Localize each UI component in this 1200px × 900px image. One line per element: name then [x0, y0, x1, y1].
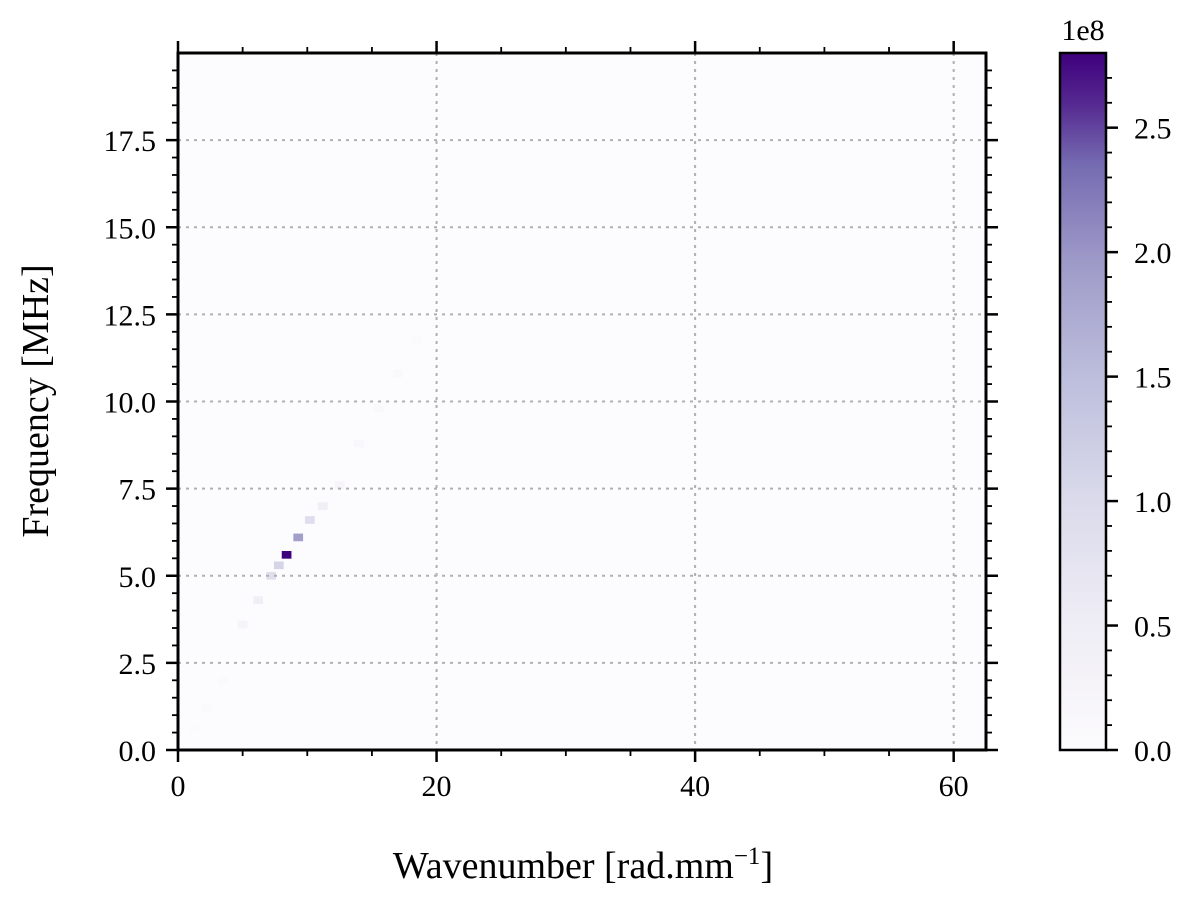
- heatmap-cell-6: [273, 561, 284, 570]
- heatmap-cell-10: [317, 502, 328, 510]
- colorbar-tick-label-1: 0.5: [1134, 611, 1172, 644]
- heatmap-cell-4: [253, 596, 264, 604]
- heatmap-cell-0: [188, 725, 199, 733]
- x-tick-label-0: 0: [171, 770, 186, 803]
- heatmap-cell-12: [354, 439, 364, 448]
- x-tick-label-2: 40: [680, 770, 710, 803]
- colorbar-tick-label-3: 1.5: [1134, 362, 1172, 395]
- colorbar-tick-label-5: 2.5: [1134, 113, 1172, 146]
- heatmap-cell-13: [373, 404, 384, 413]
- y-tick-label-7: 17.5: [104, 125, 157, 158]
- y-tick-label-4: 10.0: [104, 387, 157, 420]
- x-axis-title: Wavenumber [rad.mm−1]: [393, 843, 773, 887]
- y-tick-label-5: 12.5: [104, 299, 157, 332]
- x-axis-title-main: Wavenumber [rad.mm: [393, 845, 734, 887]
- heatmap-cell-16: [425, 317, 435, 326]
- heatmap-cell-1: [201, 704, 212, 713]
- heatmap-cell-5: [266, 571, 276, 580]
- y-tick-label-0: 0.0: [119, 735, 157, 768]
- colorbar-tick-label-2: 1.0: [1134, 486, 1172, 519]
- y-tick-label-1: 2.5: [119, 648, 157, 681]
- heatmap-cell-14: [392, 369, 403, 378]
- grid-lines: [178, 53, 986, 750]
- heatmap-cell-7: [281, 551, 292, 559]
- x-tick-label-3: 60: [939, 770, 969, 803]
- y-ticks: 0.0 2.5 5.0 7.5 10.0 12.5 15.0 17.5: [104, 69, 998, 768]
- heatmap-cell-8: [293, 533, 304, 542]
- x-tick-label-1: 20: [422, 770, 452, 803]
- heatmap-cell-3: [237, 620, 248, 629]
- x-axis-title-end: ]: [760, 845, 773, 887]
- heatmap-cell-11: [334, 481, 345, 489]
- colorbar-ticks: 0.0 0.5 1.0 1.5 2.0 2.5: [1106, 76, 1172, 768]
- x-ticks: 0 20 40 60: [171, 41, 969, 803]
- colorbar-tick-label-0: 0.0: [1134, 735, 1172, 768]
- colorbar-tick-label-4: 2.0: [1134, 237, 1172, 270]
- y-tick-label-3: 7.5: [119, 474, 157, 507]
- x-axis-title-superscript: −1: [734, 843, 761, 870]
- heatmap-cell-2: [218, 676, 229, 685]
- y-axis-title: Frequency [MHz]: [15, 264, 57, 537]
- colorbar: [1058, 51, 1108, 752]
- heatmap-cell-9: [305, 516, 315, 524]
- y-tick-label-2: 5.0: [119, 561, 157, 594]
- colorbar-scale-label: 1e8: [1061, 14, 1104, 47]
- y-tick-label-6: 15.0: [104, 212, 157, 245]
- heatmap-cell-15: [412, 334, 423, 343]
